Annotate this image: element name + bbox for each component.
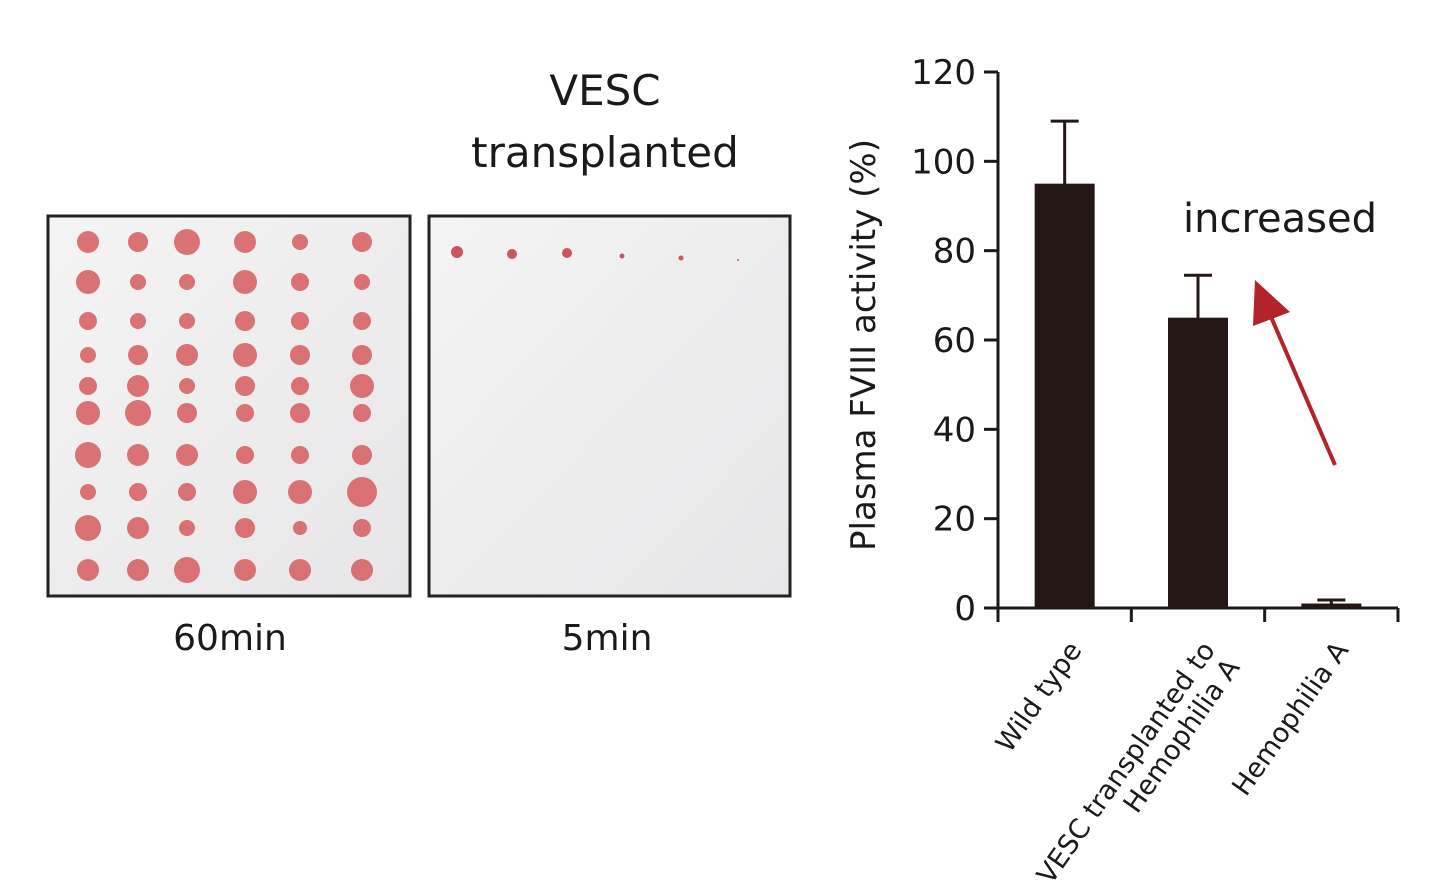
panel-caption: 5min [562,618,653,659]
blood-spot [80,484,96,500]
bar-chart: 0 20 40 60 80 100 120 Plasma FVIII activity (%)… [844,53,1400,890]
blood-spot [178,483,196,501]
blood-spot [127,517,149,539]
blood-spot [234,231,256,253]
annotation-arrow [1259,291,1337,466]
blood-spot [177,403,197,423]
blood-spot [678,255,684,261]
blood-spot [79,377,97,395]
blood-spot [235,518,255,538]
blood-spot [507,249,517,259]
panel-caption: 60min [173,618,287,659]
blood-spot [353,404,371,422]
blood-spot [179,520,195,536]
blood-spot [130,313,146,329]
blood-spot [619,253,625,259]
blood-spot [130,274,146,290]
blood-spot [291,273,309,291]
blood-spot [174,557,200,583]
blood-spot [290,345,310,365]
blood-spot [234,559,256,581]
blood-spot [353,312,371,330]
blood-spot [125,400,151,426]
blood-spot [352,445,372,465]
y-tick-label: 120 [911,53,976,93]
blood-spot [75,515,101,541]
annotation-arrowhead [1253,280,1290,326]
blood-spot [174,229,200,255]
blood-spot [351,559,373,581]
blood-spot [291,312,309,330]
blood-spot [352,232,372,252]
blood-spots [75,229,739,583]
blood-spot [233,343,257,367]
blood-spot [176,444,198,466]
blood-spot [76,270,100,294]
blood-spot [737,259,739,261]
y-tick-label: 100 [911,142,976,182]
bar [1168,317,1228,608]
photo-panels [46,214,792,598]
blood-spot [179,378,195,394]
blood-spot [562,248,572,258]
blood-spot [75,442,101,468]
filter-paper-60min [46,214,412,598]
y-tick-label: 80 [933,232,976,272]
blood-spot [77,231,99,253]
blood-spot [235,376,255,396]
blood-spot [80,347,96,363]
blood-spot [288,480,312,504]
blood-spot [79,312,97,330]
blood-spot [129,483,147,501]
blood-spot [233,480,257,504]
blood-spot [77,559,99,581]
blood-spot [353,519,371,537]
blood-spot [235,311,255,331]
blood-spot [179,313,195,329]
y-tick-label: 40 [933,410,976,450]
blood-spot [290,403,310,423]
y-tick-label: 0 [954,589,976,629]
blood-spot [451,246,463,258]
blood-spot [176,344,198,366]
blood-spot [292,234,308,250]
panel-header: VESC transplanted [471,66,739,177]
filter-paper-5min [427,214,792,598]
x-tick-label: Hemophilia A [1226,636,1355,802]
blood-spot [127,375,149,397]
blood-spot [76,401,100,425]
blood-spot [236,404,254,422]
blood-spot [233,270,257,294]
blood-spot [236,446,254,464]
y-axis-label: Plasma FVIII activity (%) [844,139,884,551]
blood-spot [350,374,374,398]
blood-spot [128,232,148,252]
y-tick-label: 20 [933,500,976,540]
blood-spot [352,345,372,365]
blood-spot [127,444,149,466]
annotation: increased [1183,196,1377,242]
blood-spot [347,477,377,507]
blood-spot [289,559,311,581]
blood-spot [354,274,370,290]
blood-spot [293,521,307,535]
y-tick-label: 60 [933,321,976,361]
x-tick-label: Wild type [990,636,1088,758]
blood-spot [179,274,195,290]
blood-spot [128,345,148,365]
bar [1034,183,1095,608]
blood-spot [291,446,309,464]
blood-spot [127,559,149,581]
blood-spot [291,377,309,395]
